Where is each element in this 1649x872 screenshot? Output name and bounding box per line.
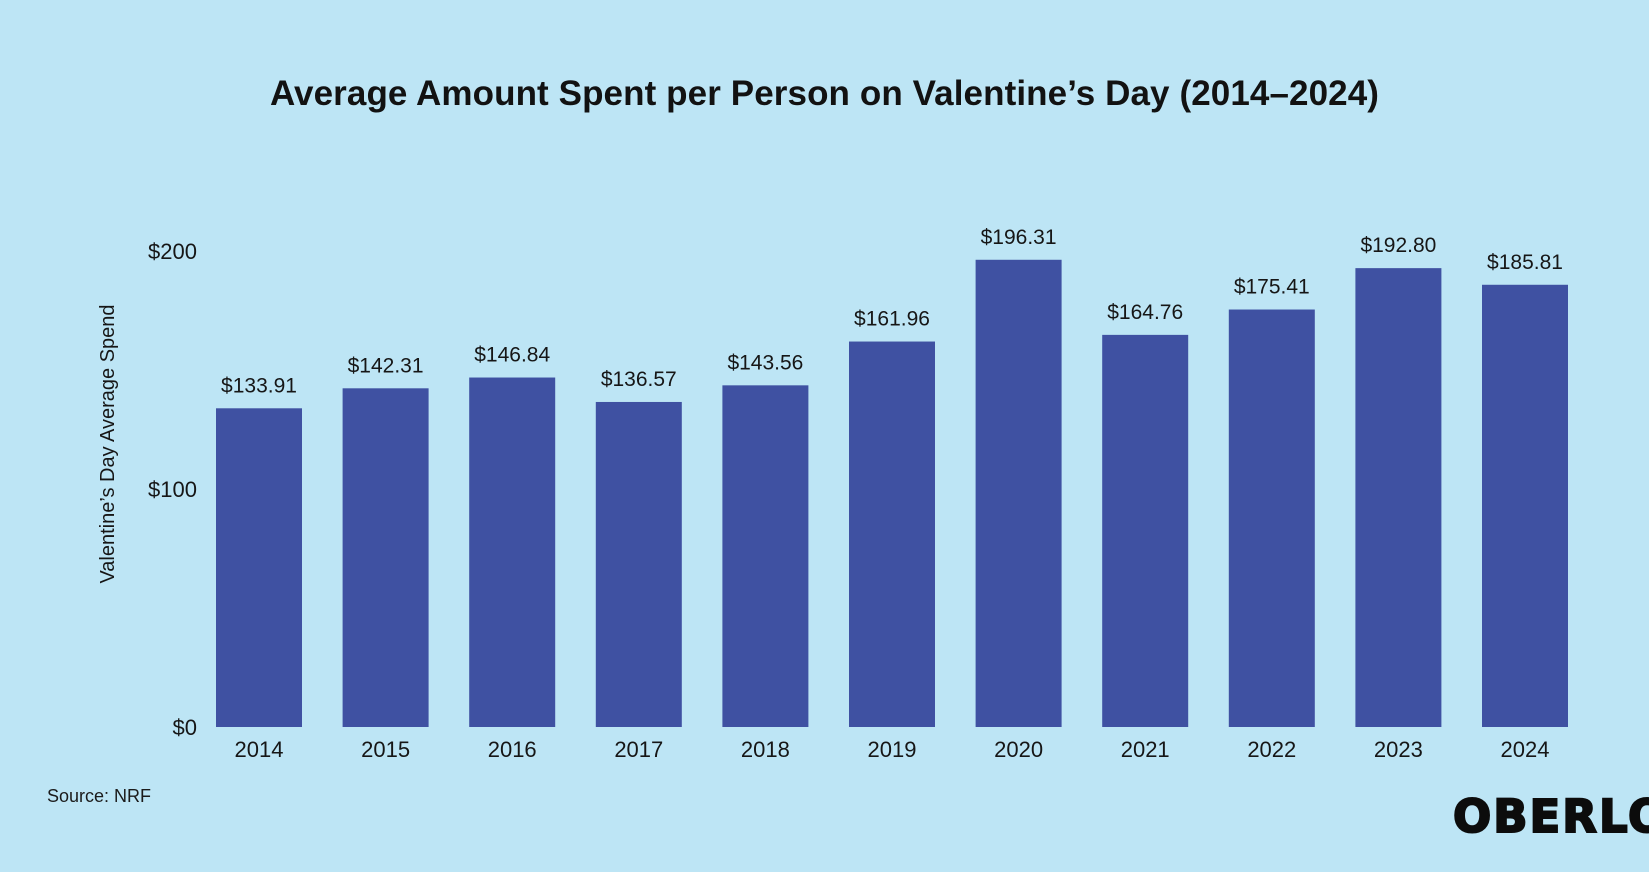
bar-value-label: $136.57: [601, 368, 677, 391]
x-tick-label: 2017: [614, 737, 663, 762]
y-axis-title: Valentine’s Day Average Spend: [97, 304, 119, 583]
x-tick-label: 2014: [235, 737, 284, 762]
source-note: Source: NRF: [47, 786, 152, 806]
y-tick-label: $0: [173, 715, 197, 740]
y-axis: $0 $100 $200: [148, 239, 197, 740]
bar-value-label: $164.76: [1107, 301, 1183, 324]
x-tick-label: 2020: [994, 737, 1043, 762]
x-tick-label: 2023: [1374, 737, 1423, 762]
bar: [849, 341, 935, 727]
bar: [975, 259, 1062, 727]
x-axis: 2014 2015 2016 2017 2018 2019 2020 2021 2022 2023…: [235, 737, 1550, 762]
bar: [216, 408, 302, 727]
bar-value-label: $161.96: [854, 308, 930, 331]
y-tick-label: $100: [148, 477, 197, 502]
x-tick-label: 2022: [1247, 737, 1296, 762]
bar-value-label: $175.41: [1234, 276, 1310, 299]
bar: [722, 385, 809, 727]
bar: [1102, 334, 1189, 727]
chart-title: Average Amount Spent per Person on Valen…: [269, 74, 1380, 113]
y-tick-label: $200: [148, 239, 197, 264]
bar-value-label: $192.80: [1360, 234, 1436, 257]
bar: [595, 401, 682, 727]
bar: [469, 377, 556, 727]
bars-group: [216, 259, 1568, 727]
brand-logo: OBERLO: [1452, 789, 1649, 844]
x-tick-label: 2015: [361, 737, 410, 762]
x-tick-label: 2019: [868, 737, 917, 762]
bar: [1482, 284, 1568, 727]
bar-value-label: $143.56: [727, 351, 803, 374]
bar-value-label: $133.91: [221, 374, 297, 397]
bar: [342, 388, 429, 727]
x-tick-label: 2018: [741, 737, 790, 762]
x-tick-label: 2021: [1121, 737, 1170, 762]
bar: [1355, 268, 1442, 727]
bar-value-label: $196.31: [981, 226, 1057, 249]
x-tick-label: 2016: [488, 737, 537, 762]
value-labels-group: $133.91 $142.31 $146.84 $136.57 $143.56 $161.…: [221, 226, 1563, 398]
bar-value-label: $142.31: [348, 354, 424, 377]
bar-value-label: $146.84: [474, 344, 550, 367]
bar: [1228, 309, 1315, 727]
x-tick-label: 2024: [1501, 737, 1550, 762]
bar-value-label: $185.81: [1487, 251, 1563, 274]
